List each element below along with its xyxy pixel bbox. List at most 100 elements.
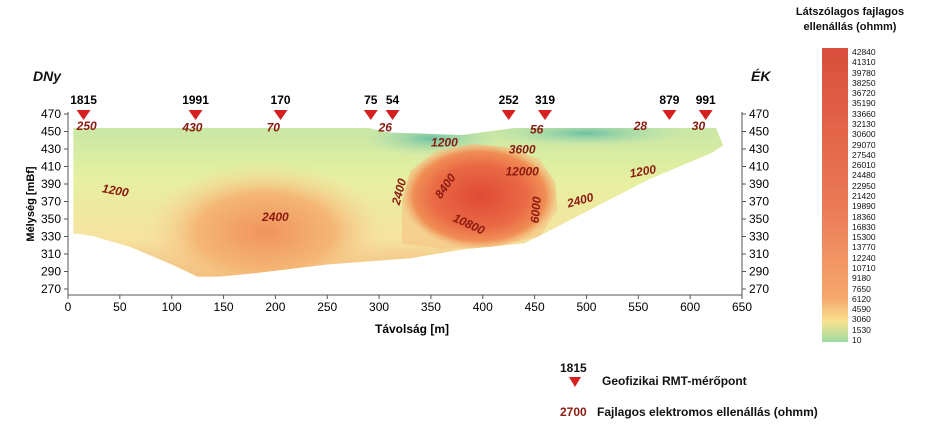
y-tick-label-left: 410: [41, 160, 61, 174]
color-scale-label: 1530: [852, 324, 871, 335]
color-scale-label: 9180: [852, 273, 871, 284]
color-scale-label: 42840: [852, 47, 876, 57]
color-scale-label: 30600: [852, 129, 876, 140]
resistivity-value: 2400: [261, 210, 289, 224]
color-scale-label: 24480: [852, 170, 876, 181]
x-tick-label: 500: [576, 300, 596, 314]
color-scale-label: 41310: [852, 57, 876, 68]
color-scale-label: 19890: [852, 201, 876, 212]
y-tick-label-left: 270: [41, 282, 61, 296]
station-marker: [188, 110, 203, 120]
color-scale-title: Látszólagos fajlagos ellenállás (ohmm): [775, 5, 925, 35]
y-tick-label-right: 450: [749, 125, 769, 139]
station-label: 75: [364, 93, 378, 107]
station-label: 252: [499, 93, 519, 107]
x-tick-label: 50: [113, 300, 127, 314]
legend-value-example: 2700: [560, 405, 587, 419]
station-label: 170: [271, 93, 291, 107]
x-tick-label: 400: [473, 300, 493, 314]
legend-station-number: 1815: [560, 361, 587, 375]
resistivity-value: 6000: [528, 196, 544, 224]
color-scale-title-line1: Látszólagos fajlagos: [795, 6, 905, 18]
color-scale-label: 7650: [852, 283, 871, 294]
x-tick-label: 650: [732, 300, 752, 314]
y-tick-label-left: 470: [41, 107, 61, 121]
color-scale-label: 39780: [852, 67, 876, 78]
y-tick-label-right: 290: [749, 265, 769, 279]
legend-station-marker: [569, 377, 581, 387]
station-marker: [537, 110, 552, 120]
x-axis: 0 50 100 150 200 250 300 350 400 450 500 550 600 650: [65, 295, 752, 314]
x-tick-label: 0: [65, 300, 72, 314]
x-tick-label: 300: [369, 300, 389, 314]
resistivity-value: 1200: [101, 181, 130, 199]
color-scale-label: 16830: [852, 221, 876, 232]
resistivity-value: 26: [378, 121, 393, 135]
station-markers: 1815 1991 170 75 54 252 319 879 991: [70, 93, 716, 120]
station-marker: [363, 110, 378, 120]
y-tick-label-right: 430: [749, 142, 769, 156]
x-tick-label: 450: [525, 300, 545, 314]
station-marker: [76, 110, 91, 120]
station-label: 1815: [70, 93, 97, 107]
color-scale-label: 6120: [852, 293, 871, 304]
y-tick-label-left: 430: [41, 142, 61, 156]
color-scale-label: 38250: [852, 77, 876, 88]
x-tick-label: 250: [317, 300, 337, 314]
color-scale-label: 33660: [852, 108, 876, 119]
y-tick-label-right: 470: [749, 107, 769, 121]
x-tick-label: 100: [162, 300, 182, 314]
x-tick-label: 150: [214, 300, 234, 314]
station-marker: [385, 110, 400, 120]
color-scale-title-line2: ellenállás (ohmm): [803, 21, 897, 33]
x-tick-label: 550: [628, 300, 648, 314]
y-tick-label-left: 290: [41, 265, 61, 279]
y-tick-label-right: 330: [749, 230, 769, 244]
station-label: 991: [696, 93, 716, 107]
y-axis-right: 470 450 430 410 390 370 350 330 310 290 270: [742, 107, 769, 296]
color-scale-label: 12240: [852, 252, 876, 263]
resistivity-value: 1200: [628, 162, 657, 180]
resistivity-value: 430: [181, 121, 202, 135]
y-tick-label-right: 270: [749, 282, 769, 296]
y-tick-label-left: 370: [41, 195, 61, 209]
resistivity-value: 250: [76, 119, 97, 133]
y-tick-label-left: 350: [41, 212, 61, 226]
y-tick-label-right: 370: [749, 195, 769, 209]
resistivity-value: 1200: [431, 135, 458, 149]
color-scale-label: 27540: [852, 149, 876, 160]
station-label: 879: [659, 93, 679, 107]
resistivity-value: 56: [530, 122, 544, 136]
station-marker: [273, 110, 288, 120]
y-axis-left: 470 450 430 410 390 370 350 330 310 290 270: [41, 107, 68, 296]
resistivity-value: 30: [692, 119, 706, 133]
resistivity-value: 70: [267, 121, 281, 135]
x-tick-label: 600: [680, 300, 700, 314]
color-scale-label: 35190: [852, 98, 876, 109]
color-scale-label: 15300: [852, 232, 876, 243]
station-label: 319: [535, 93, 555, 107]
right-direction-label: ÉK: [751, 68, 771, 84]
y-tick-label-left: 390: [41, 177, 61, 191]
color-scale-label: 29070: [852, 139, 876, 150]
color-scale-label: 10710: [852, 263, 876, 273]
y-tick-label-right: 350: [749, 212, 769, 226]
resistivity-value: 3600: [509, 142, 536, 156]
legend-value-label: Fajlagos elektromos ellenállás (ohmm): [597, 405, 818, 419]
y-tick-label-left: 450: [41, 125, 61, 139]
station-label: 54: [386, 93, 400, 107]
station-marker: [501, 110, 516, 120]
color-scale-label: 22950: [852, 180, 876, 191]
color-scale-label: 3060: [852, 314, 871, 325]
x-tick-label: 200: [265, 300, 285, 314]
x-axis-title: Távolság [m]: [375, 322, 449, 336]
color-scale-label: 32130: [852, 119, 876, 129]
y-tick-label-right: 310: [749, 247, 769, 261]
color-scale-label: 4590: [852, 304, 871, 315]
x-tick-label: 350: [421, 300, 441, 314]
y-axis-title: Mélység [mBf]: [25, 166, 37, 242]
y-tick-label-left: 310: [41, 247, 61, 261]
station-marker: [698, 110, 713, 120]
